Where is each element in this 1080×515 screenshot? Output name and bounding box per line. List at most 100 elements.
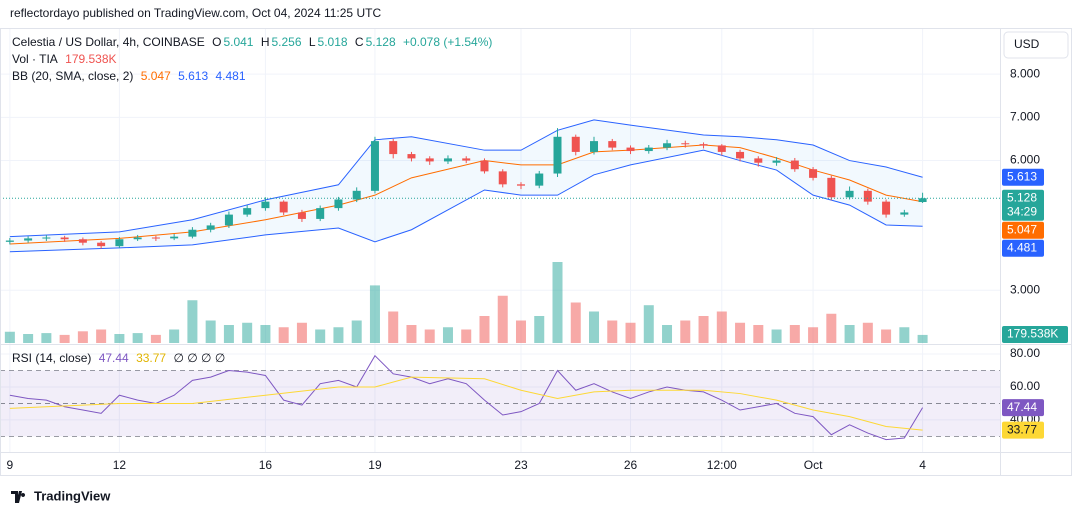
- volume-bar: [315, 329, 326, 343]
- rsi-value: 47.44: [98, 351, 129, 365]
- candle-body: [462, 158, 471, 161]
- volume-bar: [826, 313, 837, 343]
- volume-bar: [205, 320, 216, 343]
- candle-body: [480, 160, 489, 172]
- axis-tag-label: 33.77: [1007, 422, 1037, 436]
- volume-bar: [753, 325, 764, 343]
- axis-tag: [1002, 421, 1044, 439]
- candle-body: [78, 239, 87, 243]
- volume-bar: [662, 325, 673, 343]
- legend-bb: BB (20, SMA, close, 2) 5.047 5.613 4.481: [12, 69, 250, 83]
- volume-bar: [844, 325, 855, 343]
- volume-bar: [4, 331, 15, 343]
- candle-body: [772, 160, 781, 163]
- candle-body: [389, 141, 398, 155]
- bb-fill: [9, 119, 923, 252]
- candle-body: [790, 160, 799, 170]
- candle-body: [188, 229, 197, 237]
- y-tick-label: 3.000: [1010, 282, 1040, 296]
- volume-bar: [406, 325, 417, 343]
- volume-bar: [296, 322, 307, 343]
- volume-bar: [589, 311, 600, 343]
- bb-line: [9, 149, 923, 253]
- volume-bar: [625, 322, 636, 343]
- volume-bar: [278, 327, 289, 343]
- candle-body: [97, 242, 106, 247]
- volume-bar: [114, 334, 125, 343]
- volume-bar: [881, 329, 892, 343]
- axis-tag-label: 5.128: [1007, 190, 1037, 204]
- rsi-ma-line: [9, 376, 923, 431]
- candle-body: [170, 236, 179, 239]
- y-tick-label: 7.000: [1010, 110, 1040, 124]
- volume-bar: [808, 327, 819, 343]
- volume-bar: [369, 285, 380, 343]
- low-value: 5.018: [317, 35, 348, 49]
- rsi-label: RSI (14, close): [12, 351, 92, 365]
- volume-bar: [771, 329, 782, 343]
- candle-body: [151, 237, 160, 239]
- volume-bar: [643, 305, 654, 343]
- ohlc-letter: O: [212, 35, 222, 49]
- candle-body: [918, 198, 927, 203]
- axis-tag: [1002, 399, 1044, 417]
- volume-bar: [132, 333, 143, 343]
- y-tick-label: 80.00: [1010, 346, 1040, 360]
- symbol-title: Celestia / US Dollar, 4h, COINBASE: [12, 35, 205, 49]
- axis-tag: [1002, 326, 1068, 343]
- close-value: 5.128: [365, 35, 396, 49]
- candle-body: [516, 184, 525, 186]
- volume-bar: [96, 329, 107, 343]
- candle-body: [699, 144, 708, 146]
- candle-body: [334, 199, 343, 209]
- candle-body: [590, 141, 599, 152]
- candle-body: [425, 158, 434, 162]
- candle-body: [535, 173, 544, 186]
- currency-label[interactable]: USD: [1014, 37, 1040, 51]
- candle-body: [863, 190, 872, 202]
- bb-basis-value: 5.047: [140, 69, 171, 83]
- volume-bar: [424, 329, 435, 343]
- candle-body: [754, 158, 763, 163]
- volume-bar: [735, 322, 746, 343]
- volume-bar: [497, 295, 508, 343]
- x-tick-label: 12: [113, 458, 127, 472]
- candle-body: [279, 201, 288, 213]
- axis-tag-label: 5.613: [1007, 169, 1037, 183]
- candle-body: [297, 212, 306, 219]
- x-tick-label: 19: [368, 458, 382, 472]
- volume-bar: [515, 320, 526, 343]
- candle-body: [736, 151, 745, 159]
- x-tick-label: Oct: [804, 458, 823, 472]
- rsi-extra: ∅ ∅ ∅ ∅: [173, 351, 226, 365]
- volume-bar: [552, 262, 563, 343]
- volume-bar: [169, 329, 180, 343]
- candle-body: [827, 177, 836, 198]
- volume-bar: [351, 320, 362, 343]
- volume-bar: [388, 311, 399, 343]
- volume-bar: [150, 334, 161, 343]
- x-tick-label: 12:00: [707, 458, 737, 472]
- candle-body: [42, 237, 51, 239]
- candle-body: [571, 136, 580, 152]
- rsi-ma-value: 33.77: [136, 351, 167, 365]
- volume-bar: [479, 316, 490, 343]
- candle-body: [845, 190, 854, 198]
- volume-bar: [333, 327, 344, 343]
- currency-button[interactable]: [1003, 31, 1069, 59]
- candle-body: [809, 169, 818, 178]
- candle-body: [5, 240, 14, 242]
- candle-body: [663, 143, 672, 148]
- candle-body: [717, 145, 726, 152]
- ohlc-letter: H: [260, 35, 270, 49]
- published-note: reflectordayo published on TradingView.c…: [10, 6, 381, 20]
- candle-body: [115, 239, 124, 247]
- change: +0.078 (+1.54%): [402, 35, 493, 49]
- candle-body: [370, 141, 379, 191]
- y-tick-label: 60.00: [1010, 379, 1040, 393]
- candle-body: [900, 212, 909, 215]
- volume-bar: [59, 334, 70, 343]
- volume-label: Vol · TIA: [12, 52, 58, 66]
- axis-tag: [1002, 189, 1044, 221]
- candle-body: [626, 147, 635, 152]
